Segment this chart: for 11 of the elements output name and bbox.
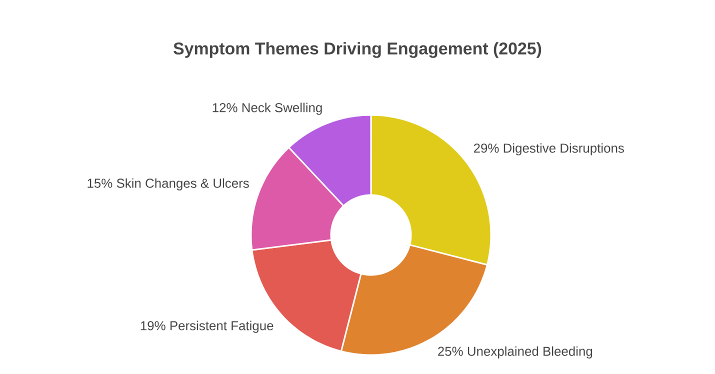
slice-label: Digestive Disruptions	[504, 143, 624, 156]
slice-label: Unexplained Bleeding	[468, 346, 592, 358]
chart-title: Symptom Themes Driving Engagement (2025)	[174, 42, 542, 58]
data-label: 19%	[140, 321, 166, 330]
slice-label: Neck Swelling	[242, 102, 322, 115]
data-label: 29%	[474, 144, 499, 153]
slice-label: Skin Changes & Ulcers	[116, 178, 249, 190]
data-label: 15%	[88, 178, 112, 188]
slice-label: Persistent Fatigue	[170, 320, 274, 333]
data-label: 25%	[438, 346, 463, 356]
data-label: 12%	[212, 103, 238, 112]
